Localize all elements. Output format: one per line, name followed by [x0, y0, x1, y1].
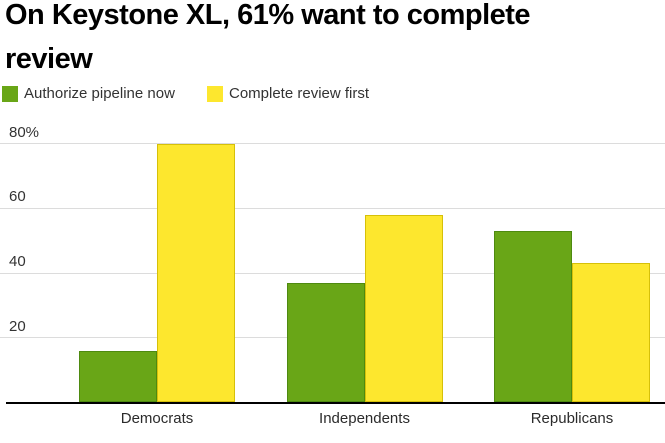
y-axis-tick-label-20: 20: [9, 317, 26, 335]
chart-title-line-2: review: [5, 43, 93, 75]
y-axis-tick-label-80: 80%: [9, 123, 40, 141]
bar-independents-complete-review-first: [364, 214, 443, 403]
gridline-60: [0, 207, 665, 209]
chart-title: On Keystone XL, 61% want to complete rev…: [5, 0, 531, 81]
gridline-40: [0, 272, 665, 274]
legend-swatch-green: [2, 85, 18, 102]
x-axis-label-democrats: Democrats: [120, 409, 194, 427]
bar-republicans-authorize-pipeline-now: [494, 231, 572, 403]
x-axis-label-republicans: Republicans: [530, 409, 614, 427]
y-axis-tick-label-60: 60: [9, 188, 26, 206]
gridline-80: [0, 143, 665, 145]
chart-title-line-1: On Keystone XL, 61% want to complete: [5, 0, 531, 31]
legend-item-complete-review-first: Complete review first: [207, 85, 369, 102]
legend-label-authorize-pipeline-now: Authorize pipeline now: [24, 85, 175, 102]
x-axis-label-independents: Independents: [319, 409, 410, 427]
bar-independents-authorize-pipeline-now: [286, 282, 365, 403]
legend: Authorize pipeline now Complete review f…: [2, 85, 662, 102]
legend-swatch-yellow: [207, 85, 223, 102]
legend-label-complete-review-first: Complete review first: [229, 85, 370, 102]
bar-republicans-complete-review-first: [572, 263, 650, 403]
legend-item-authorize-pipeline-now: Authorize pipeline now: [2, 85, 175, 102]
x-axis-line: [6, 401, 665, 404]
y-axis-tick-label-40: 40: [9, 253, 26, 271]
bar-democrats-authorize-pipeline-now: [79, 350, 157, 403]
bar-democrats-complete-review-first: [157, 143, 235, 403]
